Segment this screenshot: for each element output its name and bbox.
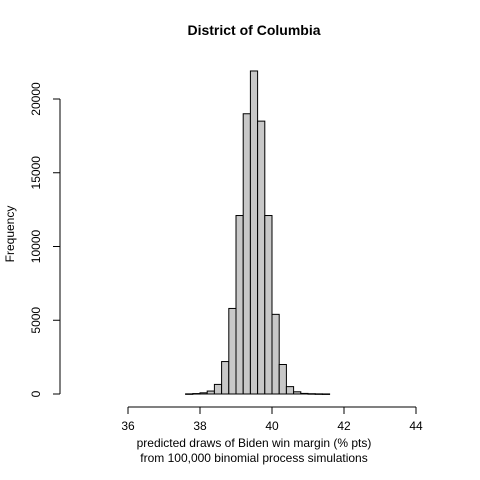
x-tick-label-0: 36 xyxy=(121,419,135,433)
histogram-bar-13 xyxy=(278,364,287,395)
histogram-bar-10 xyxy=(257,120,266,395)
x-axis-label-line2: from 100,000 binomial process simulation… xyxy=(140,451,367,465)
histogram-bar-2 xyxy=(199,392,208,395)
histogram-bar-7 xyxy=(235,215,244,395)
y-tick-label-0: 0 xyxy=(29,390,43,397)
histogram-bar-17 xyxy=(307,393,316,395)
y-tick-label-3: 15000 xyxy=(29,156,43,190)
histogram-bar-8 xyxy=(242,113,251,395)
x-axis-label-line1: predicted draws of Biden win margin (% p… xyxy=(137,436,372,450)
histogram-bar-18 xyxy=(314,393,323,395)
x-tick-label-2: 40 xyxy=(265,419,279,433)
histogram-bar-19 xyxy=(321,393,331,395)
x-axis: 36 38 40 42 44 xyxy=(121,406,423,433)
x-tick-label-1: 38 xyxy=(193,419,207,433)
histogram-bar-4 xyxy=(213,383,223,395)
histogram-bar-11 xyxy=(264,215,273,395)
bars-group xyxy=(185,70,331,395)
histogram-bar-15 xyxy=(293,391,302,395)
y-tick-label-1: 5000 xyxy=(29,307,43,334)
histogram-bar-16 xyxy=(300,392,309,395)
y-tick-label-2: 10000 xyxy=(29,229,43,263)
y-axis-label: Frequency xyxy=(3,206,17,263)
histogram-bar-0 xyxy=(185,393,194,395)
y-tick-label-4: 20000 xyxy=(29,82,43,116)
x-tick-label-3: 42 xyxy=(337,419,351,433)
histogram-bar-3 xyxy=(206,390,215,395)
x-tick-label-4: 44 xyxy=(409,419,423,433)
histogram-bar-12 xyxy=(271,313,280,395)
y-axis: 0 5000 10000 15000 20000 xyxy=(29,82,61,397)
chart-title: District of Columbia xyxy=(187,22,320,38)
histogram-bar-9 xyxy=(249,70,259,395)
histogram-bar-14 xyxy=(285,386,295,395)
histogram-bar-6 xyxy=(228,307,237,395)
histogram-bar-1 xyxy=(192,393,201,395)
histogram-bar-5 xyxy=(221,361,230,395)
